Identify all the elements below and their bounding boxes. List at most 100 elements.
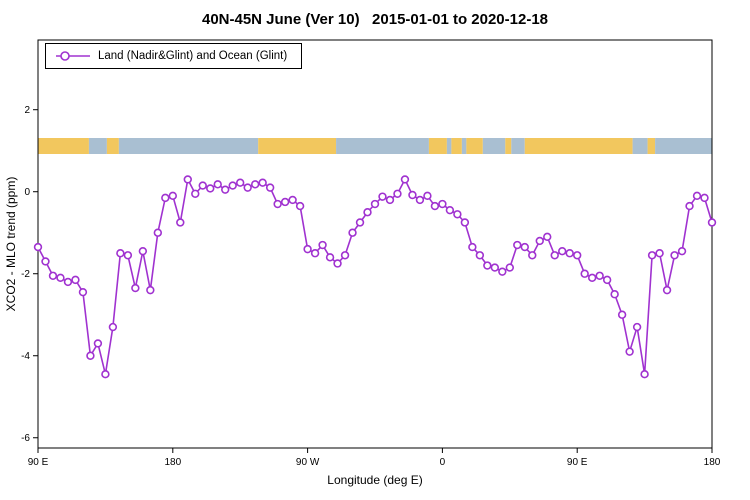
data-point-marker bbox=[355, 218, 365, 227]
data-point-marker bbox=[198, 181, 207, 190]
data-point-marker bbox=[483, 261, 492, 270]
data-point-marker bbox=[378, 192, 387, 201]
map-strip-ocean-segment bbox=[655, 138, 712, 154]
data-point-marker bbox=[325, 253, 335, 262]
map-strip-ocean-segment bbox=[118, 138, 259, 154]
y-tick-label: -6 bbox=[21, 433, 30, 444]
chart-title: 40N-45N June (Ver 10) 2015-01-01 to 2020… bbox=[201, 11, 549, 28]
legend-line-sample bbox=[56, 51, 90, 61]
data-point-marker bbox=[191, 189, 200, 198]
data-point-marker bbox=[610, 290, 619, 299]
data-point-marker bbox=[363, 208, 372, 217]
data-point-marker bbox=[528, 251, 537, 260]
data-point-marker bbox=[707, 218, 717, 227]
data-point-marker bbox=[625, 347, 634, 356]
data-point-marker bbox=[168, 191, 178, 201]
data-point-marker bbox=[505, 263, 514, 272]
data-point-marker bbox=[430, 201, 440, 211]
data-point-marker bbox=[520, 242, 529, 252]
legend-box: Land (Nadir&Glint) and Ocean (Glint) bbox=[45, 43, 303, 69]
data-point-marker bbox=[295, 201, 305, 211]
data-point-marker bbox=[670, 251, 679, 260]
data-point-marker bbox=[280, 197, 290, 207]
x-tick-label: 90 E bbox=[28, 457, 49, 468]
data-point-marker bbox=[415, 195, 425, 205]
data-point-marker bbox=[662, 285, 672, 295]
data-point-marker bbox=[617, 310, 627, 319]
data-point-marker bbox=[183, 175, 192, 184]
x-tick-label: 90 E bbox=[567, 457, 588, 468]
data-point-marker bbox=[468, 242, 477, 252]
x-tick-label: 180 bbox=[704, 457, 721, 468]
map-strip-land-segment bbox=[524, 138, 633, 154]
data-point-marker bbox=[41, 257, 50, 266]
map-strip-ocean-segment bbox=[511, 138, 525, 154]
data-point-marker bbox=[640, 369, 649, 379]
data-point-marker bbox=[445, 205, 455, 215]
data-point-marker bbox=[131, 283, 140, 293]
data-point-marker bbox=[498, 267, 507, 276]
data-point-marker bbox=[138, 246, 148, 256]
map-strip-land-segment bbox=[428, 138, 447, 154]
data-point-marker bbox=[318, 240, 327, 250]
data-point-marker bbox=[146, 285, 155, 295]
data-point-marker bbox=[78, 287, 88, 297]
data-point-marker bbox=[543, 232, 552, 242]
y-tick-label: -2 bbox=[21, 269, 30, 280]
data-point-marker bbox=[460, 218, 470, 227]
data-point-marker bbox=[513, 240, 522, 250]
legend-marker-icon bbox=[60, 51, 70, 61]
data-point-marker bbox=[265, 183, 275, 192]
data-point-marker bbox=[400, 175, 410, 184]
data-point-marker bbox=[56, 273, 65, 283]
data-point-marker bbox=[48, 271, 58, 280]
data-point-marker bbox=[453, 210, 462, 219]
data-line bbox=[37, 178, 713, 375]
data-point-marker bbox=[33, 242, 43, 252]
data-point-marker bbox=[153, 228, 163, 237]
x-tick-label: 0 bbox=[440, 457, 446, 468]
data-point-marker bbox=[86, 351, 95, 360]
data-point-marker bbox=[558, 246, 567, 256]
data-point-marker bbox=[273, 199, 282, 209]
data-point-marker bbox=[333, 259, 342, 268]
x-tick-label: 180 bbox=[164, 457, 181, 468]
map-strip-ocean-segment bbox=[632, 138, 648, 154]
map-strip-ocean-segment bbox=[461, 138, 467, 154]
data-point-marker bbox=[632, 322, 642, 332]
data-point-marker bbox=[340, 251, 350, 260]
data-point-marker bbox=[408, 190, 417, 200]
x-tick-label: 90 W bbox=[296, 457, 320, 468]
data-point-marker bbox=[310, 249, 320, 258]
data-point-marker bbox=[475, 251, 485, 260]
data-point-marker bbox=[258, 178, 267, 187]
data-point-marker bbox=[108, 322, 118, 332]
map-strip-ocean-segment bbox=[482, 138, 506, 154]
data-point-marker bbox=[700, 193, 709, 203]
data-point-marker bbox=[228, 181, 237, 190]
x-axis-label: Longitude (deg E) bbox=[327, 473, 423, 487]
data-point-marker bbox=[206, 184, 215, 193]
data-point-marker bbox=[116, 249, 125, 258]
data-point-marker bbox=[572, 251, 582, 260]
data-point-marker bbox=[423, 191, 432, 201]
data-point-marker bbox=[303, 244, 312, 254]
data-point-marker bbox=[101, 369, 110, 379]
data-point-marker bbox=[93, 339, 103, 348]
map-strip-land-segment bbox=[38, 138, 89, 154]
legend-label: Land (Nadir&Glint) and Ocean (Glint) bbox=[98, 50, 288, 62]
map-strip-ocean-segment bbox=[88, 138, 107, 154]
data-point-marker bbox=[176, 218, 185, 227]
data-point-marker bbox=[655, 249, 664, 258]
y-axis-label: XCO2 - MLO trend (ppm) bbox=[4, 176, 18, 312]
map-strip-land-segment bbox=[505, 138, 512, 154]
data-point-marker bbox=[123, 251, 133, 260]
data-point-marker bbox=[692, 191, 702, 201]
data-point-marker bbox=[565, 249, 574, 258]
data-point-marker bbox=[236, 178, 245, 187]
map-strip-land-segment bbox=[258, 138, 337, 154]
data-point-marker bbox=[161, 193, 170, 203]
data-point-marker bbox=[221, 185, 230, 194]
data-point-marker bbox=[370, 199, 380, 209]
